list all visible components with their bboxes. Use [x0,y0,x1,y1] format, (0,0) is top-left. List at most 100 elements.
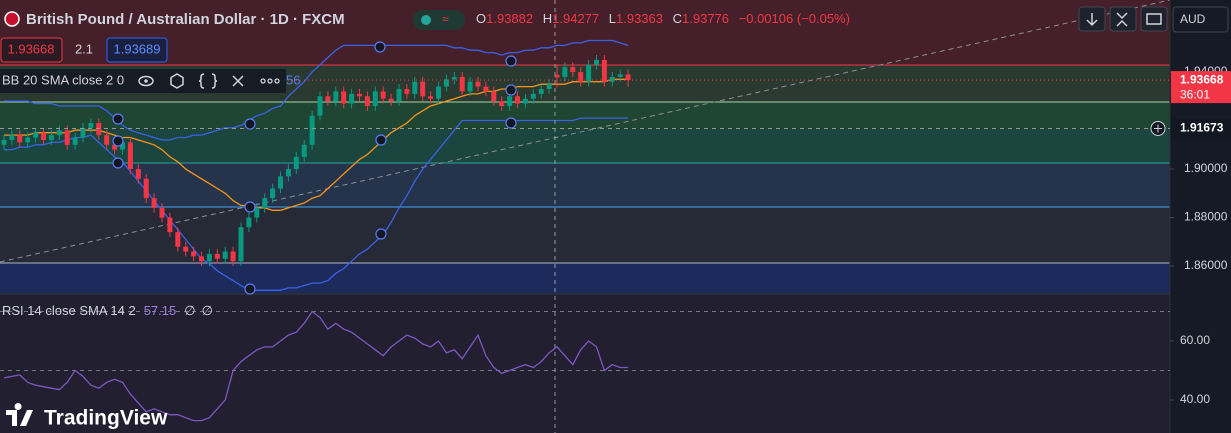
logo-mark [6,403,33,426]
candle-body [41,132,46,140]
marker [112,135,124,147]
eye-icon-pupil [144,79,148,83]
candle-body [325,96,331,102]
candle-body [475,81,481,87]
marker [505,55,517,67]
buy-price[interactable]: 1.93689 [114,41,161,56]
marker [375,228,387,240]
collapse-icon [1116,12,1128,27]
candle-body [143,178,149,199]
ohlc-label: H [543,11,552,26]
candle-body [127,142,133,170]
flag-icon [4,11,20,27]
candle-body [333,91,339,102]
candle-body [380,91,386,99]
ohlc-value: 1.94277 [552,11,599,26]
marker [112,113,124,125]
eye-icon[interactable] [138,75,154,87]
candle-body [88,122,94,128]
sell-button[interactable] [0,37,63,63]
ohlc-value: 1.93363 [616,11,663,26]
logo-text: TradingView [44,407,168,430]
candle-body [48,135,54,140]
spread: 2.1 [75,41,93,56]
candle-body [546,84,552,90]
candle-body [412,81,418,94]
bb-legend: BB 20 SMA close 2 0 [2,72,124,87]
candle-body [491,91,497,102]
candle-body [467,81,473,92]
buy-button[interactable] [106,37,168,63]
candle-body [586,64,592,82]
zone [0,163,1170,207]
marker [244,118,256,130]
remove-icon[interactable] [232,75,244,87]
candle-body [372,91,378,106]
maximize-button[interactable] [1140,6,1168,32]
candle-body [578,72,584,82]
candle-body [594,59,599,65]
candle-body [25,137,31,143]
status-pill [413,10,465,30]
candle-body [254,207,260,218]
candle-body [33,132,39,138]
candle-body [538,89,544,94]
candle-body [262,198,268,208]
rsi-extra: ∅ [184,303,195,318]
candle-body [285,169,291,177]
candle-body [601,59,607,82]
candle-body [483,86,489,92]
candle-body [562,67,568,77]
candle-body [191,251,197,257]
zone [0,263,1170,293]
crosshair-label: 1.91673 [1180,121,1224,135]
bb-upper-line [4,39,629,141]
band-markers [112,41,517,295]
ohlc-label: C [673,11,682,26]
currency-box[interactable] [1172,6,1229,33]
candle-body [56,130,62,136]
candle-body [293,156,299,170]
settings-icon[interactable] [170,73,184,89]
candle-body [499,101,505,106]
marker [244,283,256,295]
ohlc-value: 1.93882 [486,11,533,26]
crosshair-box [1171,118,1231,139]
zone [0,0,1170,65]
rsi-line [3,310,629,422]
candle-body [317,96,323,116]
last-price-box [1171,71,1231,104]
collapse-button[interactable] [1109,6,1137,32]
bb-lower-line [4,117,629,291]
candle-body [9,135,15,140]
candle-body [609,76,615,82]
source-icon[interactable] [198,73,218,89]
ohlc-change: −0.00106 (−0.05%) [739,11,850,26]
y-tick-label: 1.90000 [1184,161,1228,175]
candle-body [104,135,110,145]
candle-body [388,98,394,102]
candle-body [341,91,347,104]
more-icon[interactable] [260,78,280,84]
marker [244,201,256,213]
trend-line [0,0,1171,263]
y-tick-label: 1.88000 [1184,210,1228,224]
candle-body [72,137,78,145]
candle-body [17,135,23,143]
candle-body [151,198,157,208]
add-alert-icon [1154,124,1162,133]
candle-body [1,139,7,145]
bb-value: 56 [286,72,300,87]
sell-price[interactable]: 1.93668 [8,41,55,56]
candle-body [64,130,70,145]
candle-body [246,217,252,228]
candle-body [349,93,355,104]
sma-line [4,78,629,211]
currency[interactable]: AUD [1180,12,1206,26]
symbol-title: British Pound / Australian Dollar · 1D ·… [26,11,345,28]
candle-body [625,74,631,81]
marker [505,84,517,96]
candle-body [617,74,623,77]
rsi-legend: RSI 14 close SMA 14 2 57.15 ∅ ∅ [2,303,213,318]
